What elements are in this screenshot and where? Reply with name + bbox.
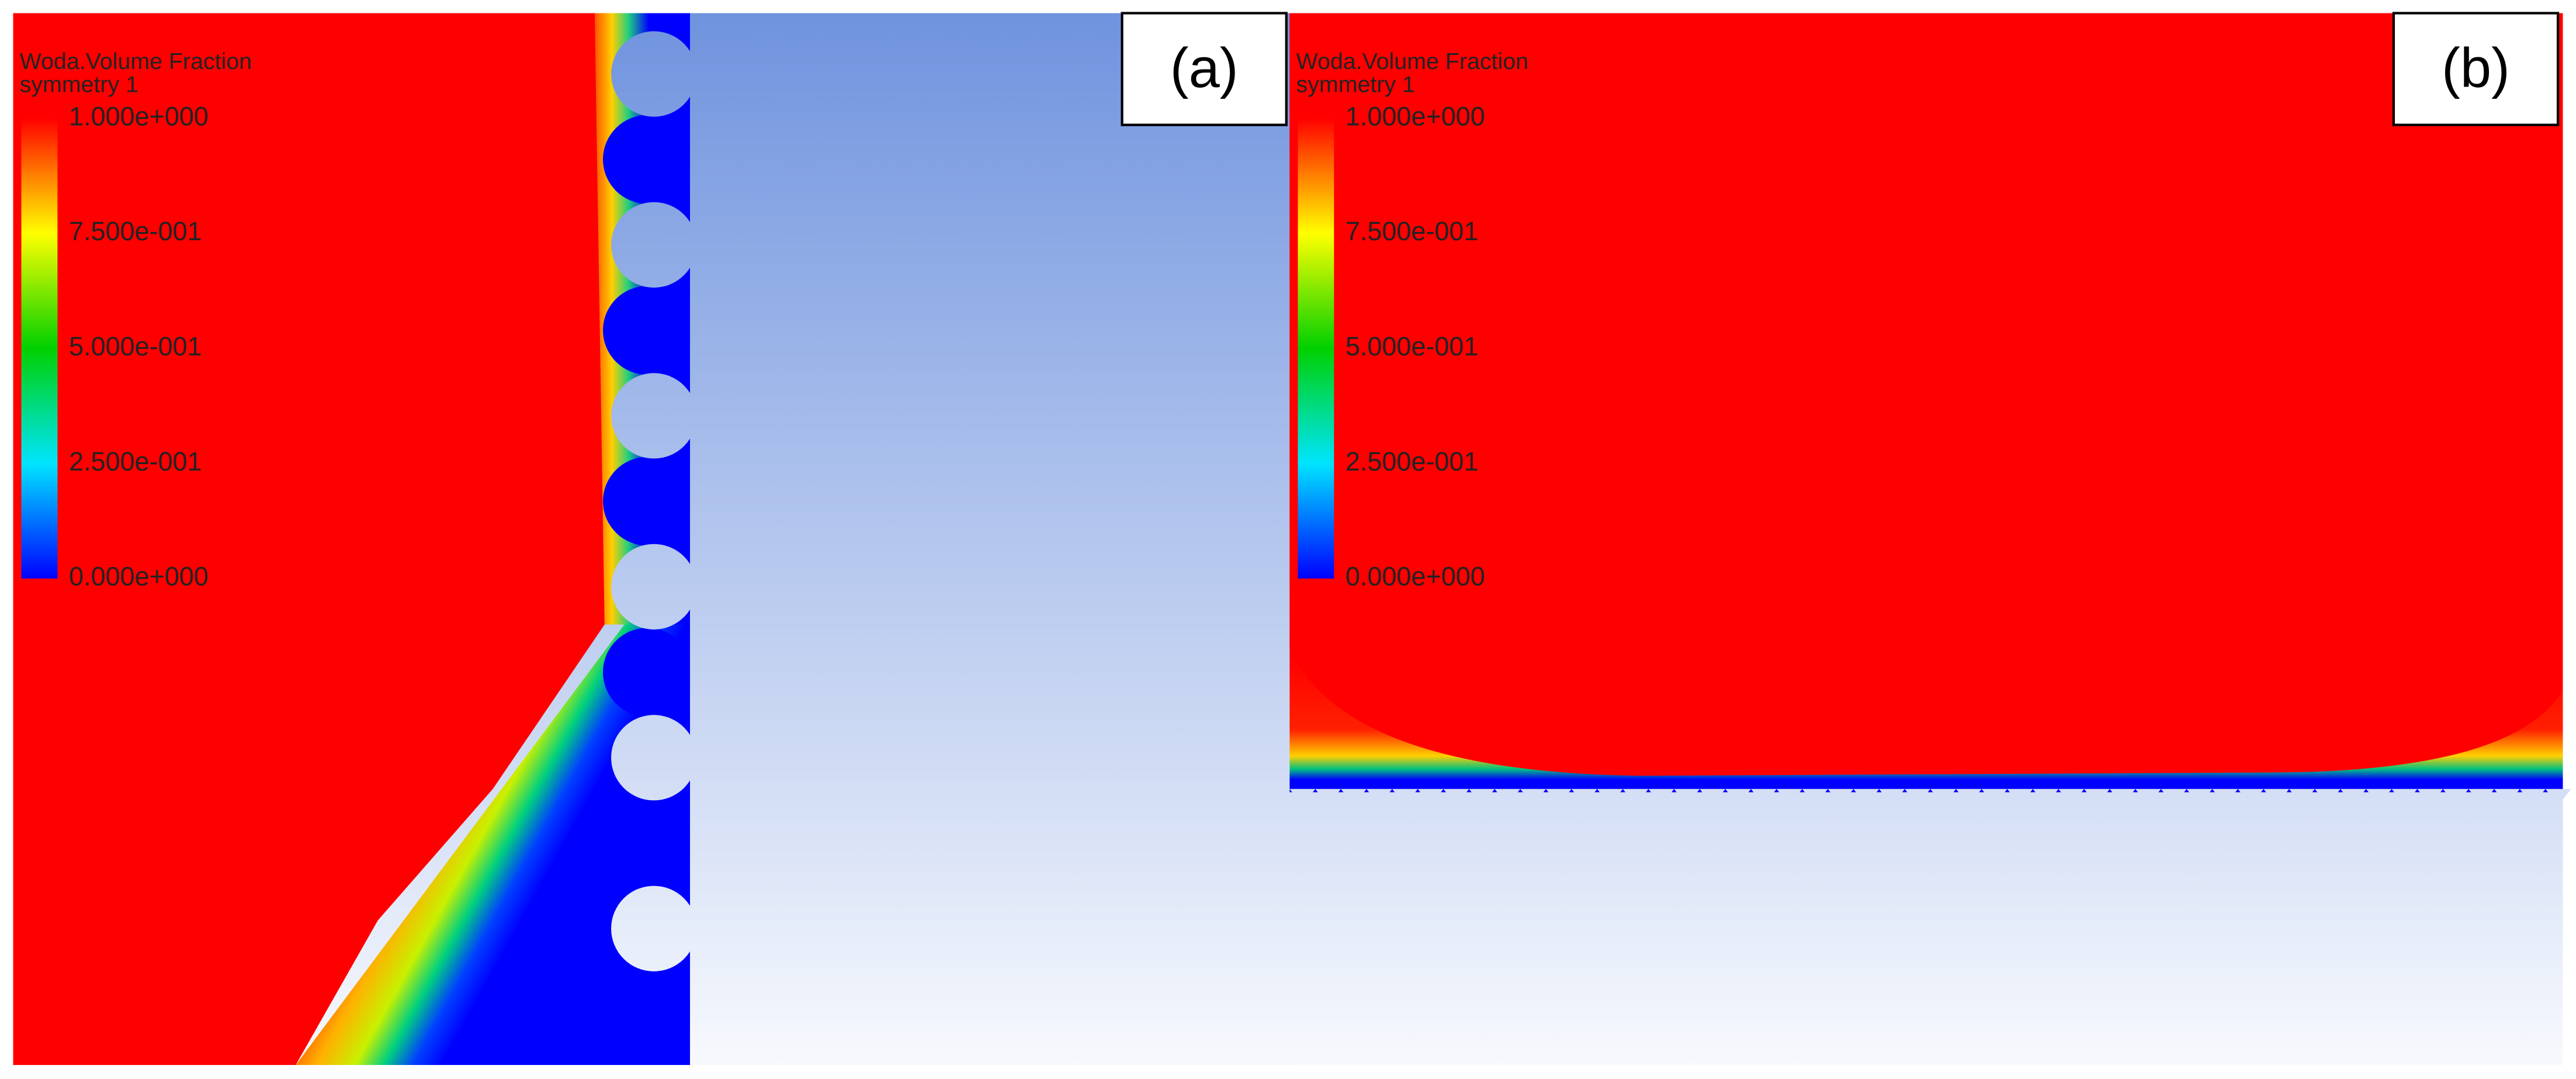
- colorbar: [21, 118, 58, 579]
- tooth: [2366, 788, 2392, 805]
- tooth: [1341, 788, 1367, 805]
- water-region: [13, 13, 605, 1066]
- tooth: [1597, 788, 1623, 805]
- tooth: [2161, 788, 2187, 805]
- tooth: [1802, 788, 1828, 805]
- colorbar: [1298, 118, 1334, 579]
- tooth: [1366, 788, 1392, 805]
- colorbar-label: 2.500e-001: [1346, 447, 1479, 476]
- tooth: [2109, 788, 2135, 805]
- tooth: [2340, 788, 2366, 805]
- legend-subtitle: symmetry 1: [20, 71, 138, 97]
- tooth: [2417, 788, 2443, 805]
- colorbar-label: 1.000e+000: [1346, 101, 1485, 131]
- tooth: [2058, 788, 2085, 805]
- tooth: [1776, 788, 1802, 805]
- tooth: [2289, 788, 2315, 805]
- tooth: [1956, 788, 1982, 805]
- fin: [602, 456, 692, 546]
- colorbar-label: 0.000e+000: [1346, 562, 1485, 592]
- panel-label: (a): [1170, 37, 1239, 99]
- tooth: [1443, 788, 1469, 805]
- colorbar-label: 7.500e-001: [1346, 216, 1479, 246]
- colorbar-label: 7.500e-001: [69, 216, 202, 246]
- tooth: [2314, 788, 2341, 805]
- label-box: [1121, 12, 1288, 126]
- colorbar-label: 0.000e+000: [69, 562, 209, 592]
- water-core: [1289, 13, 2563, 776]
- tooth: [1289, 788, 1316, 805]
- water-front: [296, 624, 690, 1066]
- tooth: [1520, 788, 1546, 805]
- groove: [611, 886, 697, 971]
- tooth: [1905, 788, 1930, 805]
- tooth: [1648, 788, 1674, 805]
- fin: [602, 628, 692, 717]
- tooth: [2033, 788, 2059, 805]
- wall: [13, 0, 1295, 1079]
- tooth: [1545, 788, 1572, 805]
- colorbar-label: 1.000e+000: [69, 101, 209, 131]
- tooth: [1981, 788, 2008, 805]
- panel-b: [1289, 13, 2571, 805]
- tooth: [2084, 788, 2110, 805]
- tooth: [1417, 788, 1444, 805]
- tooth: [1725, 788, 1751, 805]
- fin: [602, 115, 692, 204]
- groove: [611, 202, 697, 288]
- fin: [602, 970, 692, 1059]
- tooth: [1879, 788, 1905, 805]
- tooth: [2443, 788, 2469, 805]
- bottom-mask: [13, 1065, 1295, 1079]
- legend-title: Woda.Volume Fraction: [20, 49, 252, 74]
- tooth: [1495, 788, 1521, 805]
- colorbar-label: 5.000e-001: [1346, 331, 1479, 361]
- legend-subtitle: symmetry 1: [1296, 71, 1415, 97]
- groove: [611, 373, 697, 459]
- tooth: [2468, 788, 2494, 805]
- panel-a: [13, 0, 1295, 1079]
- colorbar-label: 5.000e-001: [69, 331, 202, 361]
- tooth: [2212, 788, 2238, 805]
- tooth: [2263, 788, 2290, 805]
- colorbar-label: 2.500e-001: [69, 447, 202, 476]
- tooth: [1828, 788, 1854, 805]
- groove: [611, 715, 697, 801]
- legend-title: Woda.Volume Fraction: [1296, 49, 1528, 74]
- tooth: [1700, 788, 1726, 805]
- tooth: [1315, 788, 1341, 805]
- tooth: [1571, 788, 1597, 805]
- fin: [602, 798, 692, 888]
- tooth: [1750, 788, 1777, 805]
- panel-label: (b): [2442, 37, 2510, 99]
- tooth: [2545, 788, 2571, 805]
- top-mask: [608, 0, 707, 13]
- groove: [611, 544, 697, 630]
- label-box: [2392, 12, 2560, 126]
- tooth: [2238, 788, 2264, 805]
- tooth: [2007, 788, 2033, 805]
- fin: [602, 286, 692, 375]
- tooth: [1469, 788, 1495, 805]
- wall: [1289, 788, 2571, 805]
- tooth: [1930, 788, 1956, 805]
- tooth: [2135, 788, 2161, 805]
- tooth: [1853, 788, 1880, 805]
- tooth: [2391, 788, 2418, 805]
- tooth: [1622, 788, 1649, 805]
- wall-face: [689, 13, 1287, 1066]
- tooth: [1674, 788, 1700, 805]
- tooth: [1392, 788, 1418, 805]
- tooth: [2186, 788, 2213, 805]
- groove: [611, 31, 697, 117]
- tooth: [2519, 788, 2546, 805]
- tooth: [2494, 788, 2520, 805]
